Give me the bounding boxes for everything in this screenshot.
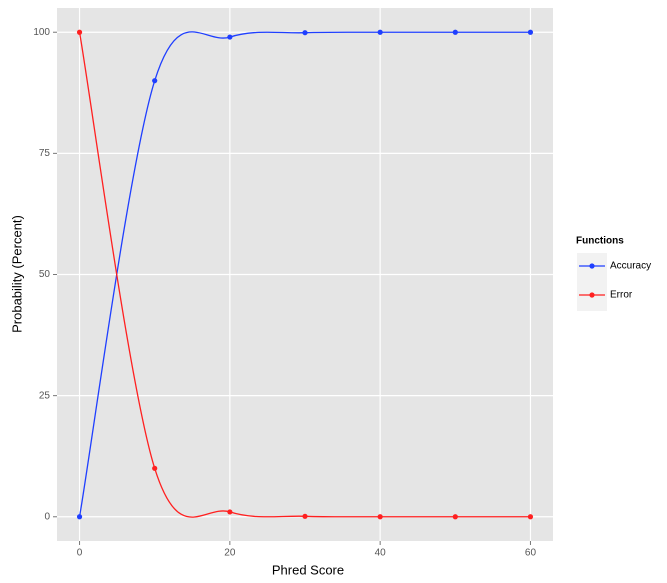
x-tick-label: 20 bbox=[224, 548, 236, 559]
data-point bbox=[152, 465, 158, 471]
x-tick-label: 60 bbox=[525, 548, 537, 559]
legend-key-point bbox=[589, 263, 595, 269]
data-point bbox=[227, 509, 233, 515]
x-tick-label: 0 bbox=[77, 548, 83, 559]
data-point bbox=[452, 514, 458, 520]
y-tick-label: 50 bbox=[39, 269, 51, 280]
y-tick-label: 25 bbox=[39, 390, 51, 401]
legend-key-bg bbox=[577, 253, 607, 311]
y-tick-label: 0 bbox=[44, 511, 50, 522]
data-point bbox=[302, 513, 308, 519]
y-tick-label: 100 bbox=[33, 27, 50, 38]
data-point bbox=[377, 514, 383, 520]
series-line bbox=[78, 32, 531, 518]
data-point bbox=[527, 29, 534, 35]
y-axis-label: Probability (Percent) bbox=[9, 215, 24, 333]
x-axis-label: Phred Score bbox=[272, 562, 344, 577]
legend-key-point bbox=[589, 292, 595, 298]
data-point bbox=[227, 34, 233, 40]
y-tick-label: 75 bbox=[39, 148, 51, 159]
legend-label: Error bbox=[610, 290, 633, 301]
data-point bbox=[377, 29, 383, 35]
legend-title: Functions bbox=[576, 236, 624, 247]
data-point bbox=[302, 30, 308, 36]
data-point bbox=[152, 78, 158, 84]
series-line bbox=[78, 31, 531, 517]
data-point bbox=[452, 29, 458, 35]
x-tick-label: 40 bbox=[375, 548, 387, 559]
data-point bbox=[76, 514, 83, 520]
data-point bbox=[76, 29, 83, 35]
legend-label: Accuracy bbox=[610, 261, 651, 272]
data-point bbox=[527, 514, 534, 520]
